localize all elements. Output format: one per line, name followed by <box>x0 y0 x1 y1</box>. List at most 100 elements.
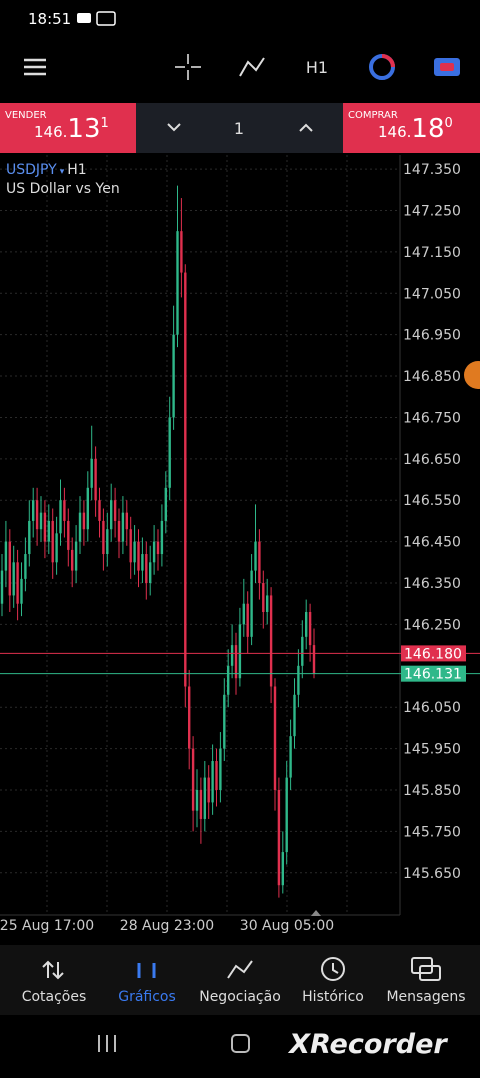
candle-body <box>67 520 70 550</box>
candle-body <box>51 520 54 563</box>
y-tick-label: 146.750 <box>403 410 461 426</box>
y-tick-label: 146.050 <box>403 700 461 716</box>
candle-body <box>172 334 175 418</box>
buy-price: 146.180 <box>378 114 453 144</box>
y-tick-label: 146.950 <box>403 328 461 344</box>
system-home[interactable] <box>231 1034 250 1053</box>
candle-body <box>176 231 179 335</box>
candle-body <box>78 512 82 542</box>
nav-item-active[interactable]: Gráficos <box>118 989 176 1005</box>
candle-body <box>215 761 218 790</box>
candle-body <box>238 624 242 679</box>
trade-button-accent <box>440 63 454 71</box>
chart-grid <box>0 155 400 915</box>
candle-body <box>86 487 89 530</box>
candle-body <box>55 533 58 563</box>
volume-up[interactable] <box>299 123 313 132</box>
nav-icon <box>227 960 253 979</box>
candle-body <box>98 500 101 521</box>
candle-body <box>117 520 121 542</box>
candle-body <box>35 500 39 530</box>
candle-body <box>207 777 210 803</box>
candle-body <box>188 686 191 749</box>
candle-body <box>63 500 66 521</box>
sell-label: VENDER <box>5 110 47 121</box>
candle-body <box>24 554 27 579</box>
y-tick-label: 145.950 <box>403 742 461 758</box>
candle-body <box>74 541 78 571</box>
nav-icon <box>137 963 156 978</box>
y-tick-label: 147.350 <box>403 162 461 178</box>
volume-down[interactable] <box>167 123 181 132</box>
candle-body <box>59 500 62 534</box>
candle-body <box>94 458 97 501</box>
sell-button[interactable] <box>0 103 136 153</box>
candle-body <box>258 541 261 584</box>
candle-body <box>156 541 160 555</box>
floating-button[interactable] <box>464 361 480 389</box>
toolbar: H1 <box>24 54 460 80</box>
candle-body <box>152 541 156 563</box>
bid-tag-label: 146.131 <box>404 667 462 683</box>
scroll-marker <box>311 910 321 916</box>
candle-body <box>285 777 288 853</box>
y-tick-label: 146.650 <box>403 452 461 468</box>
candle-body <box>106 529 109 555</box>
candle-body <box>43 512 47 542</box>
candle-body <box>219 748 222 790</box>
nav-item[interactable]: Mensagens <box>386 989 465 1005</box>
buy-button[interactable] <box>343 103 480 153</box>
nav-item[interactable]: Negociação <box>199 989 281 1005</box>
candle-body <box>293 694 296 737</box>
candle-body <box>269 595 273 687</box>
candle-body <box>121 512 125 542</box>
candle-body <box>305 611 308 637</box>
candle-body <box>308 611 312 646</box>
menu-button[interactable] <box>24 58 46 76</box>
timeframe-button[interactable]: H1 <box>306 58 328 77</box>
candle-body <box>90 458 93 488</box>
candle-body <box>199 789 203 819</box>
candle-body <box>113 500 117 521</box>
candle-body <box>289 736 292 778</box>
candle-body <box>277 789 281 886</box>
candle-body <box>266 595 269 612</box>
candle-body <box>250 570 253 637</box>
volume-value[interactable]: 1 <box>234 119 244 138</box>
candles <box>0 185 316 898</box>
nav-icon <box>419 965 441 981</box>
candle-body <box>141 554 144 571</box>
crosshair-button[interactable] <box>175 54 201 80</box>
objects-button-accent <box>381 54 395 68</box>
x-tick-label: 30 Aug 05:00 <box>240 918 334 934</box>
candle-body <box>160 520 164 555</box>
y-tick-label: 145.750 <box>403 824 461 840</box>
y-tick-label: 147.150 <box>403 245 461 261</box>
candle-body <box>273 686 277 790</box>
candle-body <box>39 512 43 530</box>
nav-item[interactable]: Histórico <box>302 989 364 1005</box>
status-icon <box>96 11 116 26</box>
candle-body <box>129 529 132 563</box>
ask-tag <box>401 645 466 662</box>
bid-tag <box>401 665 466 682</box>
indicators-button[interactable] <box>239 57 265 77</box>
candle-body <box>242 603 245 625</box>
candle-body <box>71 549 74 571</box>
y-tick-label: 145.650 <box>403 866 461 882</box>
nav-item[interactable]: Cotações <box>22 989 87 1005</box>
price-axis: 147.350 147.250 147.150 147.050 146.950 146.8… <box>0 162 480 882</box>
candle-body <box>149 562 152 584</box>
system-recents[interactable] <box>98 1035 116 1052</box>
sell-price: 146.131 <box>34 114 109 144</box>
candle-body <box>203 777 206 819</box>
trade-bar: VENDER 146.131 1 COMPRAR 146.180 <box>0 103 480 153</box>
x-tick-label: 28 Aug 23:00 <box>120 918 214 934</box>
candle-body <box>145 554 148 584</box>
candle-body <box>246 603 249 637</box>
candle-body <box>125 512 128 530</box>
nav-icon <box>321 957 345 981</box>
candle-body <box>281 852 284 886</box>
nav-icon <box>332 963 339 974</box>
chart-description: US Dollar vs Yen <box>6 181 120 197</box>
